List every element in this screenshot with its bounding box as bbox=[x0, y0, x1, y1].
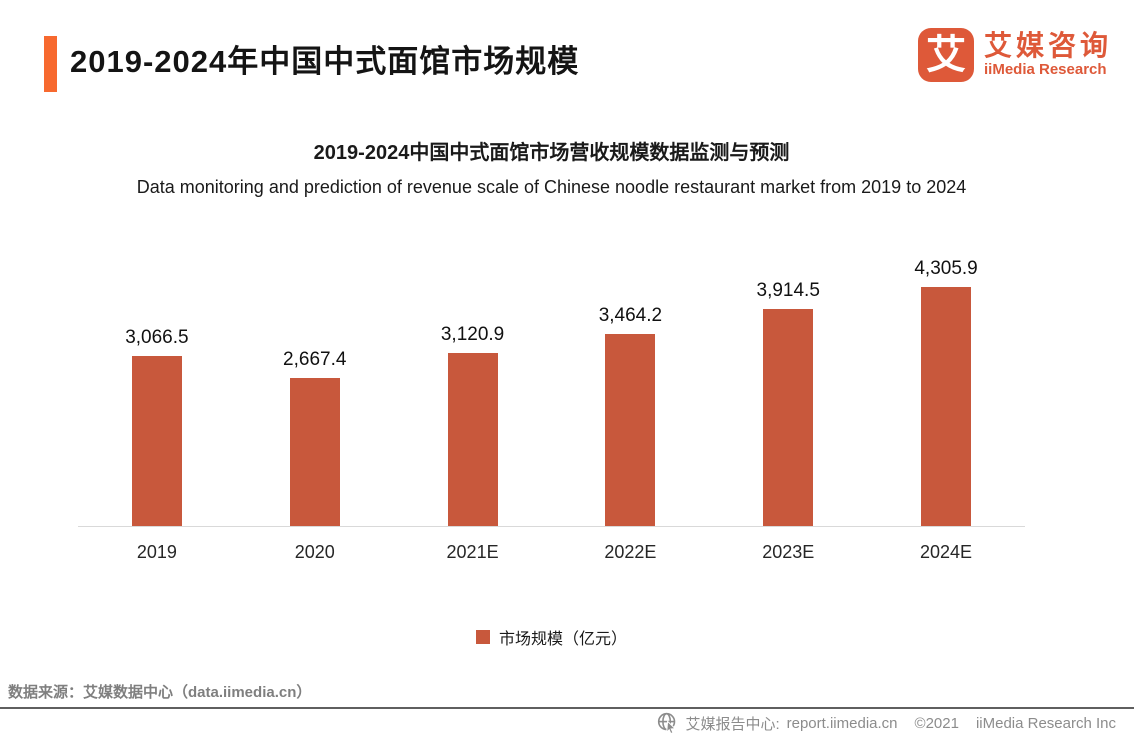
bar-2021E bbox=[447, 352, 498, 526]
bar-value-label: 3,464.2 bbox=[598, 304, 663, 326]
bar-column: 4,305.9 bbox=[867, 258, 1025, 526]
page-title: 2019-2024年中国中式面馆市场规模 bbox=[70, 44, 580, 79]
report-url: report.iimedia.cn bbox=[786, 714, 898, 732]
logo-text: 艾媒咨询 iiMedia Research bbox=[983, 29, 1112, 80]
x-axis-label: 2022E bbox=[604, 542, 657, 562]
bar-value-label: 3,120.9 bbox=[440, 323, 505, 345]
bar-value-label: 3,066.5 bbox=[125, 326, 189, 348]
x-axis-label: 2019 bbox=[136, 542, 177, 562]
legend-marker bbox=[475, 630, 490, 644]
bar-2024E bbox=[921, 286, 972, 526]
bar-2020 bbox=[289, 377, 340, 526]
x-axis-label: 2024E bbox=[920, 542, 973, 562]
bar-2019 bbox=[131, 355, 182, 526]
x-axis: 2019 2020 2021E 2022E 2023E 2024E bbox=[78, 542, 1025, 563]
x-axis-label: 2021E bbox=[446, 542, 499, 562]
logo-name-en: iiMedia Research bbox=[983, 61, 1107, 79]
bar-value-label: 3,914.5 bbox=[756, 279, 820, 301]
bar-column: 3,914.5 bbox=[709, 279, 867, 526]
bar-2023E bbox=[763, 308, 814, 526]
title-accent-bar bbox=[44, 36, 57, 92]
x-axis-label: 2023E bbox=[762, 542, 815, 562]
globe-cursor-icon bbox=[658, 712, 677, 734]
bar-column: 2,667.4 bbox=[236, 349, 394, 526]
bar-value-label: 4,305.9 bbox=[914, 257, 978, 279]
bar-column: 3,464.2 bbox=[551, 304, 709, 526]
footer-bar: 艾媒报告中心: report.iimedia.cn ©2021 iiMedia … bbox=[657, 712, 1116, 734]
chart-legend: 市场规模（亿元） bbox=[78, 625, 1025, 649]
report-center-label: 艾媒报告中心: bbox=[685, 715, 780, 733]
footer-divider bbox=[0, 707, 1134, 709]
bar-column: 3,120.9 bbox=[394, 324, 552, 526]
copyright: ©2021 bbox=[914, 714, 959, 732]
bar-column: 3,066.5 bbox=[78, 327, 236, 526]
iimedia-logo-icon: 艾 bbox=[917, 28, 974, 82]
logo-name-cn: 艾媒咨询 bbox=[983, 29, 1112, 61]
bar-value-label: 2,667.4 bbox=[283, 348, 347, 370]
company-name: iiMedia Research Inc bbox=[975, 714, 1116, 732]
data-source-note: 数据来源：艾媒数据中心（data.iimedia.cn） bbox=[8, 684, 312, 701]
chart-title: 2019-2024中国中式面馆市场营收规模数据监测与预测 bbox=[313, 142, 790, 164]
x-axis-label: 2020 bbox=[294, 542, 335, 562]
legend-label: 市场规模（亿元） bbox=[498, 631, 627, 648]
bar-2022E bbox=[605, 333, 656, 526]
iimedia-logo: 艾 艾媒咨询 iiMedia Research bbox=[917, 28, 1112, 82]
chart-subtitle: Data monitoring and prediction of revenu… bbox=[136, 177, 967, 197]
bar-chart: 2019-2024中国中式面馆市场营收规模数据监测与预测 Data monito… bbox=[78, 142, 1025, 649]
chart-plot-area: 3,066.5 2,667.4 3,120.9 3,464.2 3,914.5 4,305… bbox=[78, 258, 1025, 527]
